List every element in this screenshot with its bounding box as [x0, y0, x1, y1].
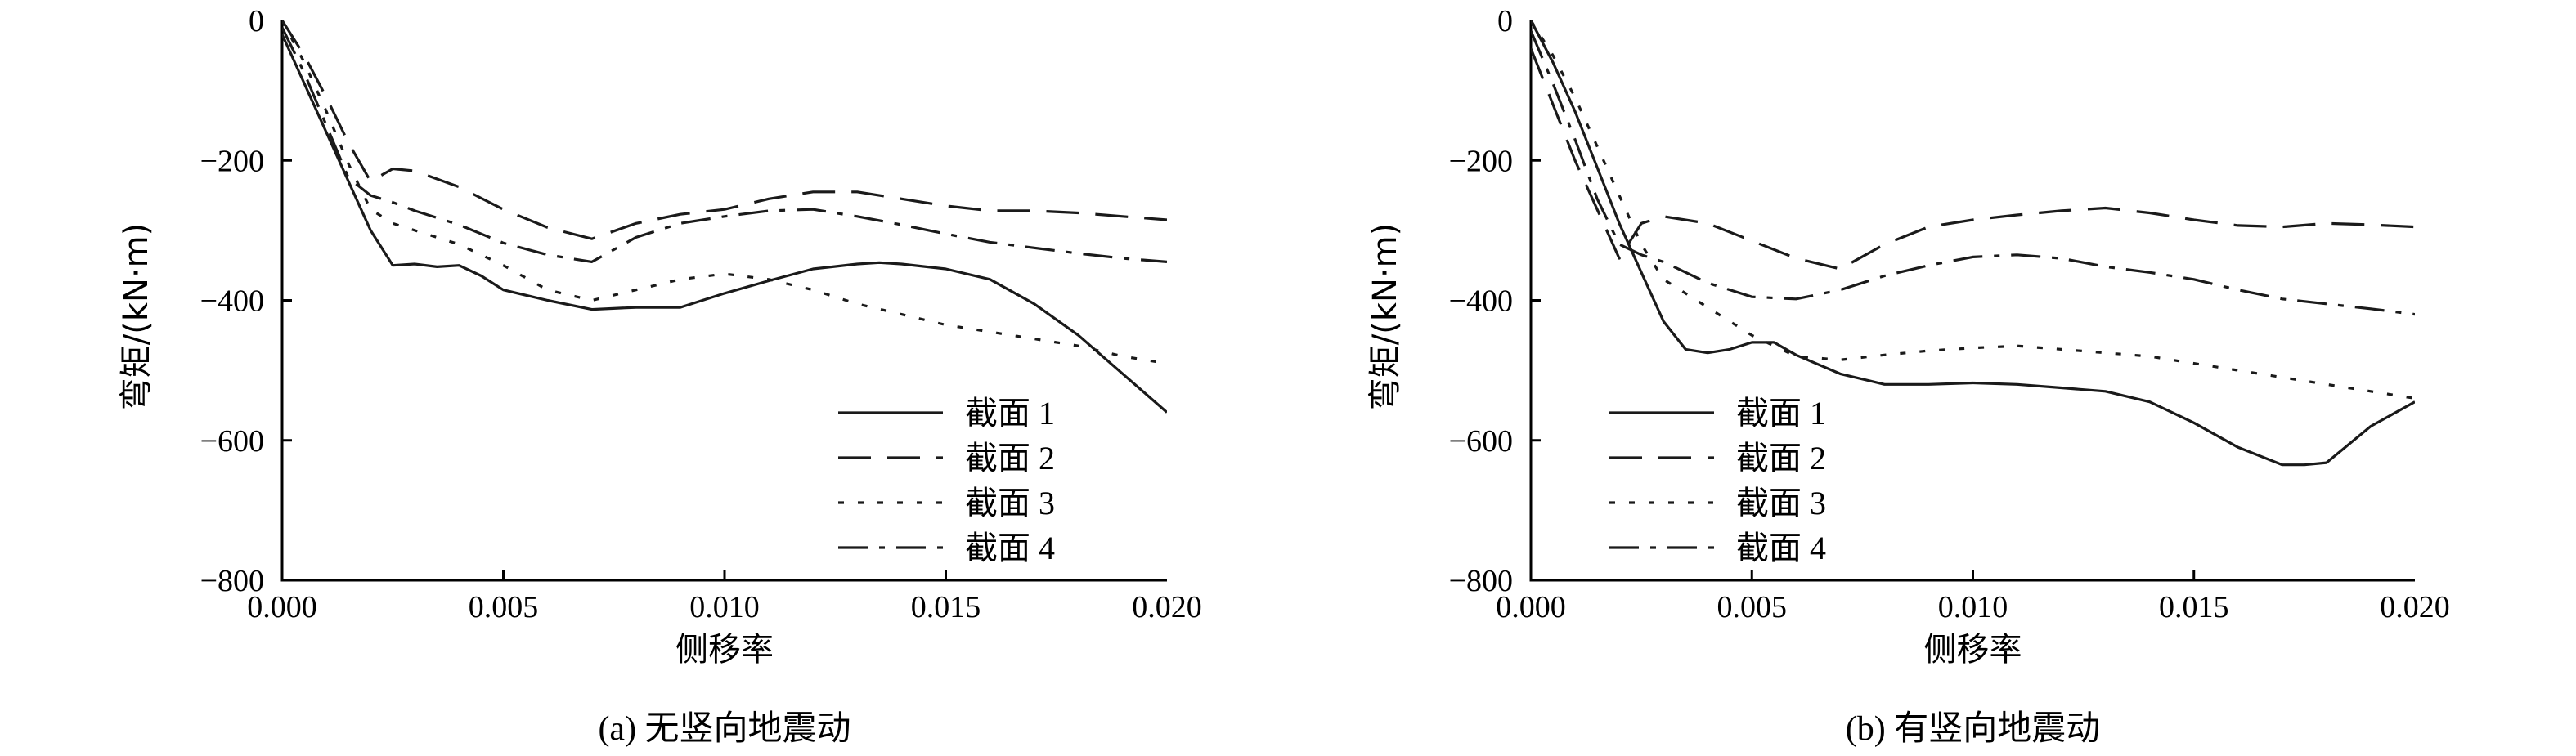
y-tick-label: −800 [200, 564, 264, 598]
legend: 截面 1 截面 2 截面 3 截面 4 [838, 395, 1055, 566]
y-tick-label: −600 [1449, 424, 1513, 459]
x-tick-label: 0.010 [1938, 590, 2008, 624]
legend-label-4: 截面 4 [965, 530, 1055, 566]
legend-label-2: 截面 2 [1736, 440, 1826, 476]
series-line-4 [282, 26, 1167, 263]
y-tick-label: −400 [200, 284, 264, 319]
chart-panel-2: 0.000 0.005 0.010 0.015 0.020 0 −200 −400 −600 −8… [1367, 4, 2450, 748]
x-tick-label: 0.010 [689, 590, 760, 624]
series-line-3 [282, 20, 1167, 365]
y-tick-label: −600 [200, 424, 264, 459]
legend-label-1: 截面 1 [1736, 395, 1826, 432]
x-tick-label: 0.015 [911, 590, 981, 624]
chart-panel-1: 0.000 0.005 0.010 0.015 0.020 0 −200 −400 −600 −8… [118, 4, 1202, 748]
axes-frame [1529, 20, 2415, 582]
x-tick-label: 0.020 [2380, 590, 2450, 624]
legend-label-2: 截面 2 [965, 440, 1055, 476]
series-line-2 [1531, 47, 2415, 271]
y-axis-title: 弯矩/(kN·m) [1367, 223, 1404, 410]
x-tick-label: 0.005 [1717, 590, 1788, 624]
series-line-2 [282, 20, 1167, 240]
series-line-1 [282, 34, 1167, 414]
y-tick-label: −200 [200, 144, 264, 178]
legend-label-1: 截面 1 [965, 395, 1055, 432]
x-axis-title: 侧移率 [675, 631, 774, 669]
y-axis-title: 弯矩/(kN·m) [118, 223, 155, 410]
y-tick-label: −800 [1449, 564, 1513, 598]
y-tick-label: 0 [249, 4, 264, 38]
x-tick-label: 0.015 [2159, 590, 2229, 624]
legend-label-3: 截面 3 [1736, 485, 1826, 521]
panel-caption: (a) 无竖向地震动 [598, 710, 850, 748]
x-tick-label: 0.000 [247, 590, 317, 624]
x-tick-label: 0.000 [1496, 590, 1566, 624]
legend-label-3: 截面 3 [965, 485, 1055, 521]
y-tick-label: −200 [1449, 144, 1513, 178]
x-tick-label: 0.020 [1132, 590, 1202, 624]
y-tick-label: 0 [1497, 4, 1513, 38]
series-line-1 [1531, 20, 2415, 467]
series-line-3 [1531, 20, 2415, 400]
panel-caption: (b) 有竖向地震动 [1846, 710, 2100, 748]
legend-label-4: 截面 4 [1736, 530, 1826, 566]
series-line-4 [1531, 30, 2415, 316]
x-axis-title: 侧移率 [1924, 631, 2022, 669]
x-tick-label: 0.005 [469, 590, 539, 624]
legend: 截面 1 截面 2 截面 3 截面 4 [1609, 395, 1826, 566]
axes-frame [280, 20, 1167, 582]
y-tick-label: −400 [1449, 284, 1513, 319]
